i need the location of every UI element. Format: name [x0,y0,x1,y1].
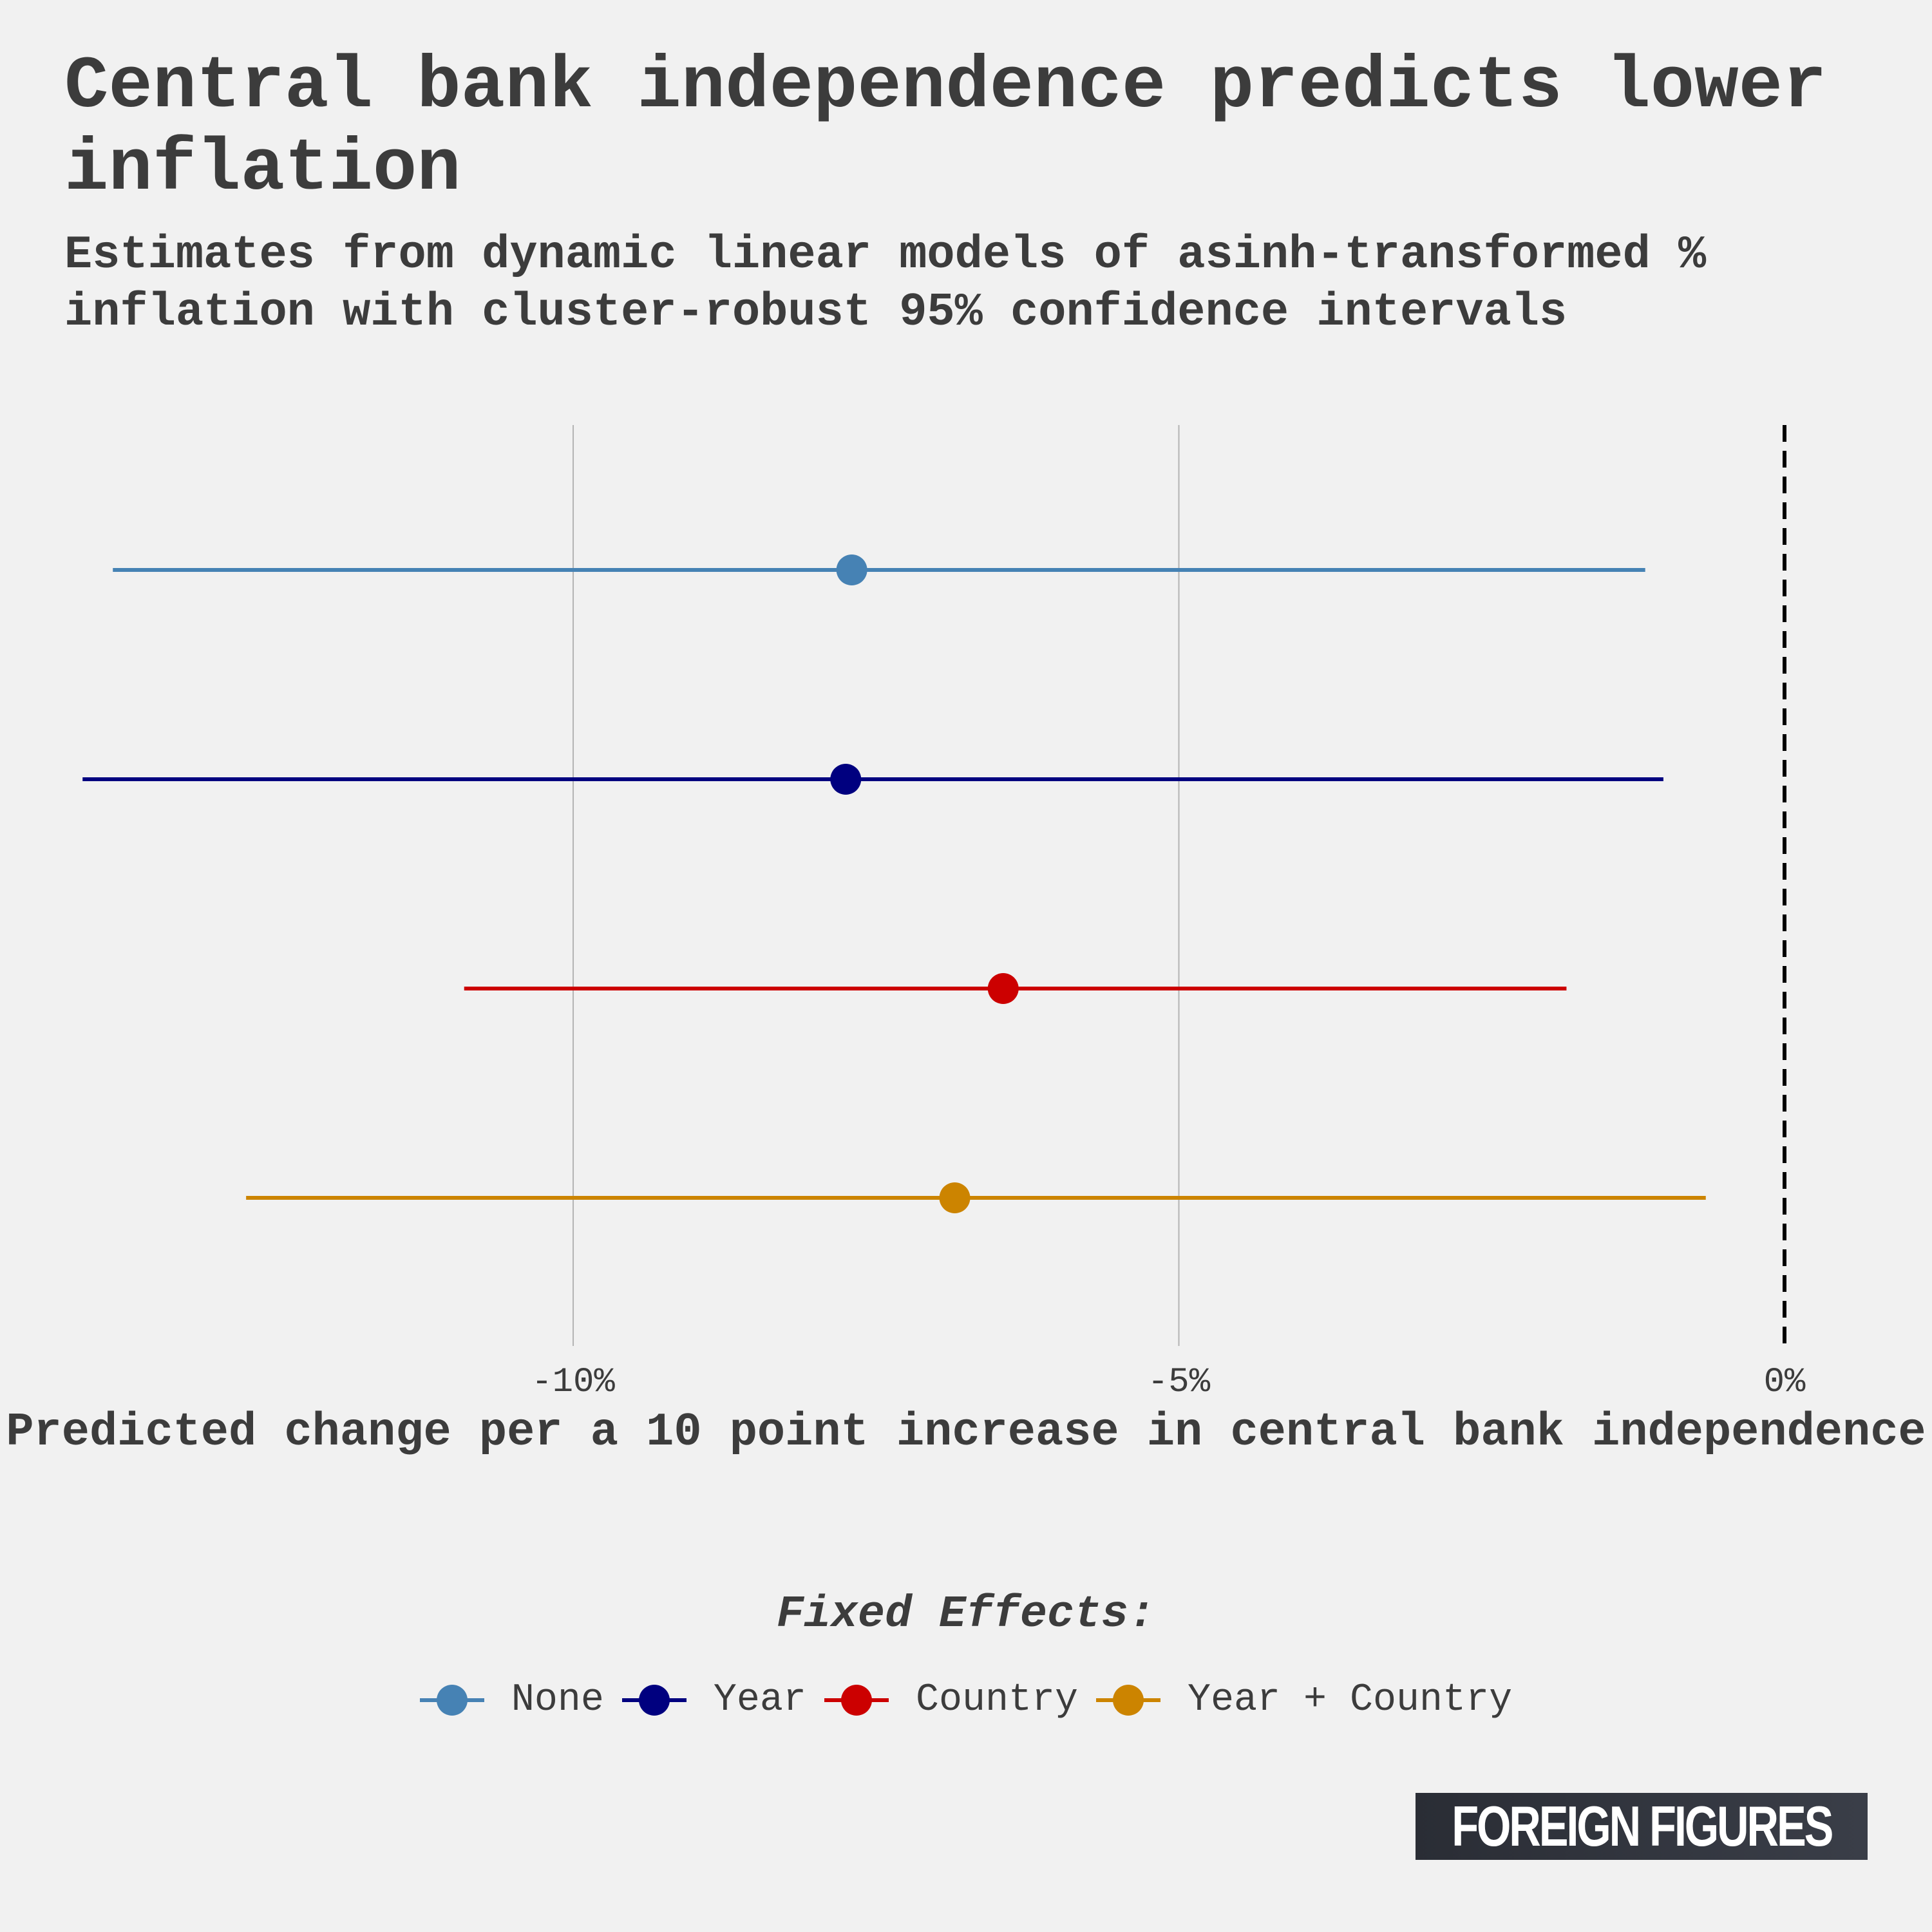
legend-label: None [511,1678,604,1722]
legend-item: None [419,1674,604,1726]
x-tick-label: -5% [1148,1363,1211,1402]
x-axis-ticks: -10% -5% 0% [531,1363,1806,1402]
gridlines [573,425,1180,1346]
estimates [82,554,1706,1213]
coefficient-plot: -10% -5% 0% [82,425,1806,1402]
legend-item: Country [824,1674,1078,1726]
legend: None Year Country Year + Country [0,1674,1932,1726]
legend-label: Country [915,1678,1078,1722]
x-axis-label: Predicted change per a 10 point increase… [6,1406,1926,1459]
point-estimate [830,764,862,795]
series-country [464,973,1567,1004]
legend-key-point [638,1685,670,1716]
chart-subtitle: Estimates from dynamic linear models of … [64,229,1707,339]
point-estimate [836,554,867,585]
point-estimate [939,1182,971,1213]
legend-key-point [436,1685,468,1716]
series-year-country [246,1182,1706,1213]
legend-key-point [1113,1685,1144,1716]
legend-label: Year + Country [1188,1678,1513,1722]
legend-key-point [840,1685,872,1716]
chart-title: Central bank independence predicts lower… [64,46,1827,211]
x-tick-label: 0% [1764,1363,1806,1402]
legend-item: Year [621,1674,806,1726]
brand-logo: FOREIGN FIGURES [1416,1793,1868,1860]
legend-title: Fixed Effects: [776,1589,1156,1640]
series-none [113,554,1645,585]
brand-logo-text: FOREIGN FIGURES [1451,1794,1833,1858]
legend-key [419,1685,484,1716]
legend-item: Year + Country [1096,1674,1512,1726]
legend-label: Year [713,1678,806,1722]
x-tick-label: -10% [531,1363,615,1402]
legend-key [824,1685,889,1716]
legend-key [621,1685,687,1716]
point-estimate [987,973,1019,1004]
legend-key [1096,1685,1160,1716]
series-year [82,764,1663,795]
